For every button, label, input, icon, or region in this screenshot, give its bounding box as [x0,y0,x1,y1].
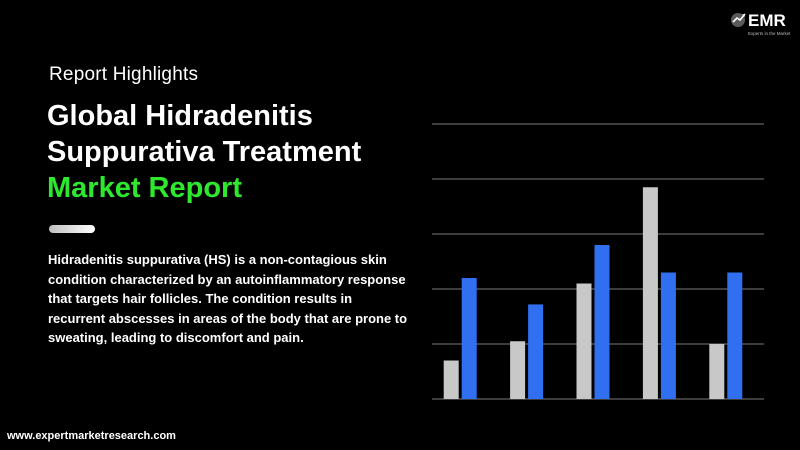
footer-url[interactable]: www.expertmarketresearch.com [7,430,176,442]
bar-series-2-group-4 [660,272,676,399]
bar-series-2-group-3 [594,245,610,399]
report-highlights-label: Report Highlights [49,64,199,85]
report-description: Hidradenitis suppurativa (HS) is a non-c… [48,252,408,346]
bar-series-1-group-1 [443,360,459,399]
title-line-2: Suppurativa Treatment [47,136,362,168]
logo-text: EMR [748,11,786,30]
emr-logo: EMR Experts in the Market [731,11,791,36]
title-line-3: Market Report [47,172,242,204]
bar-series-2-group-5 [727,272,743,399]
bar-series-1-group-2 [510,341,526,399]
bar-series-1-group-5 [709,344,725,399]
logo-tagline: Experts in the Market [748,31,791,36]
bar-series-1-group-4 [642,187,658,399]
title-line-1: Global Hidradenitis [47,100,313,132]
report-title: Global Hidradenitis Suppurativa Treatmen… [47,98,427,206]
divider-pill [49,225,95,233]
bar-chart [432,123,764,400]
bar-series-1-group-3 [576,283,592,399]
bar-series-2-group-2 [528,304,544,399]
bar-series-2-group-1 [461,278,477,399]
